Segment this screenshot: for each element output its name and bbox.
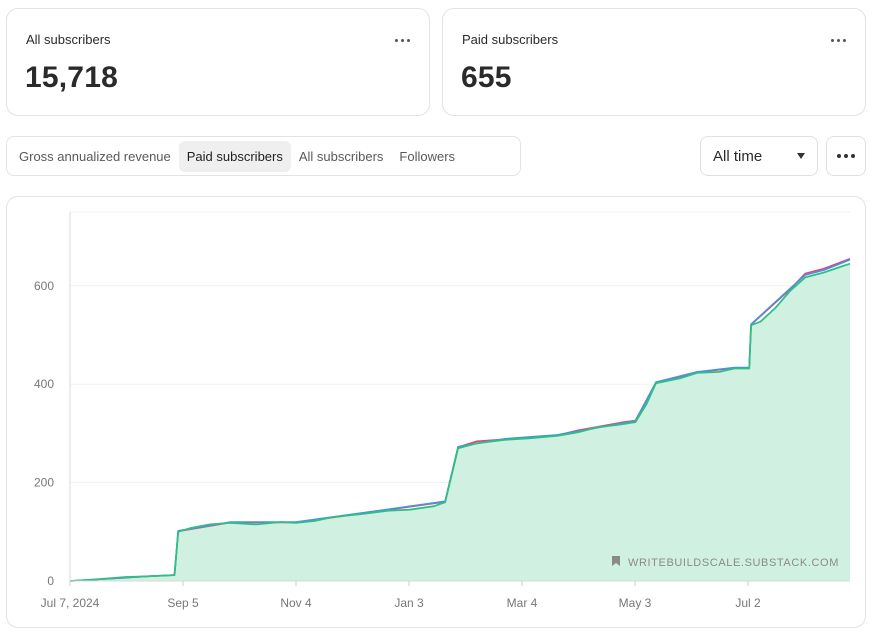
paid-subscribers-chart: 0 200 400 600 Jul 7, 2024 Sep 5 Nov 4 Jan 3 Mar… xyxy=(34,211,851,610)
y-tick-labels: 0 200 400 600 xyxy=(34,279,54,588)
tab-paid-subscribers[interactable]: Paid subscribers xyxy=(178,140,291,172)
x-tick-label: Sep 5 xyxy=(167,596,199,610)
chart-area-fill xyxy=(70,263,850,581)
all-subscribers-label: All subscribers xyxy=(26,32,111,47)
y-tick-label: 200 xyxy=(34,476,54,490)
all-subscribers-more-button[interactable] xyxy=(391,31,413,49)
paid-subscribers-value: 655 xyxy=(461,61,512,94)
watermark: WRITEBUILDSCALE.SUBSTACK.COM xyxy=(612,556,839,569)
chart-card: 0 200 400 600 Jul 7, 2024 Sep 5 Nov 4 Jan 3 Mar… xyxy=(6,196,866,628)
chart-series-lines xyxy=(69,257,851,582)
more-icon xyxy=(830,38,846,42)
all-subscribers-value: 15,718 xyxy=(25,61,118,94)
x-tick-labels: Jul 7, 2024 Sep 5 Nov 4 Jan 3 Mar 4 May 3 Jul … xyxy=(41,581,761,610)
x-tick-label: Mar 4 xyxy=(507,596,538,610)
x-tick-label: Nov 4 xyxy=(280,596,312,610)
paid-subscribers-card: Paid subscribers 655 xyxy=(442,8,866,116)
caret-down-icon xyxy=(797,153,805,159)
y-tick-label: 600 xyxy=(34,279,54,293)
x-tick-label: Jul 2 xyxy=(735,596,761,610)
tab-all-subscribers[interactable]: All subscribers xyxy=(298,148,384,164)
all-subscribers-card: All subscribers 15,718 xyxy=(6,8,430,116)
y-tick-label: 0 xyxy=(47,574,54,588)
x-tick-label: Jul 7, 2024 xyxy=(41,596,100,610)
x-tick-label: May 3 xyxy=(619,596,652,610)
x-tick-label: Jan 3 xyxy=(394,596,424,610)
paid-subscribers-label: Paid subscribers xyxy=(462,32,559,47)
y-tick-label: 400 xyxy=(34,377,54,391)
more-icon xyxy=(394,38,410,42)
more-icon xyxy=(837,154,855,158)
paid-subscribers-more-button[interactable] xyxy=(827,31,849,49)
bookmark-icon xyxy=(612,556,620,566)
time-range-select[interactable]: All time xyxy=(700,136,818,176)
time-range-value: All time xyxy=(713,147,763,165)
watermark-text: WRITEBUILDSCALE.SUBSTACK.COM xyxy=(628,557,839,569)
tab-gross-annualized-revenue[interactable]: Gross annualized revenue xyxy=(19,148,171,164)
series-line xyxy=(69,262,851,582)
tab-followers[interactable]: Followers xyxy=(399,148,456,164)
chart-options-button[interactable] xyxy=(826,136,866,176)
metric-tabs: Gross annualized revenue Paid subscriber… xyxy=(6,136,521,176)
